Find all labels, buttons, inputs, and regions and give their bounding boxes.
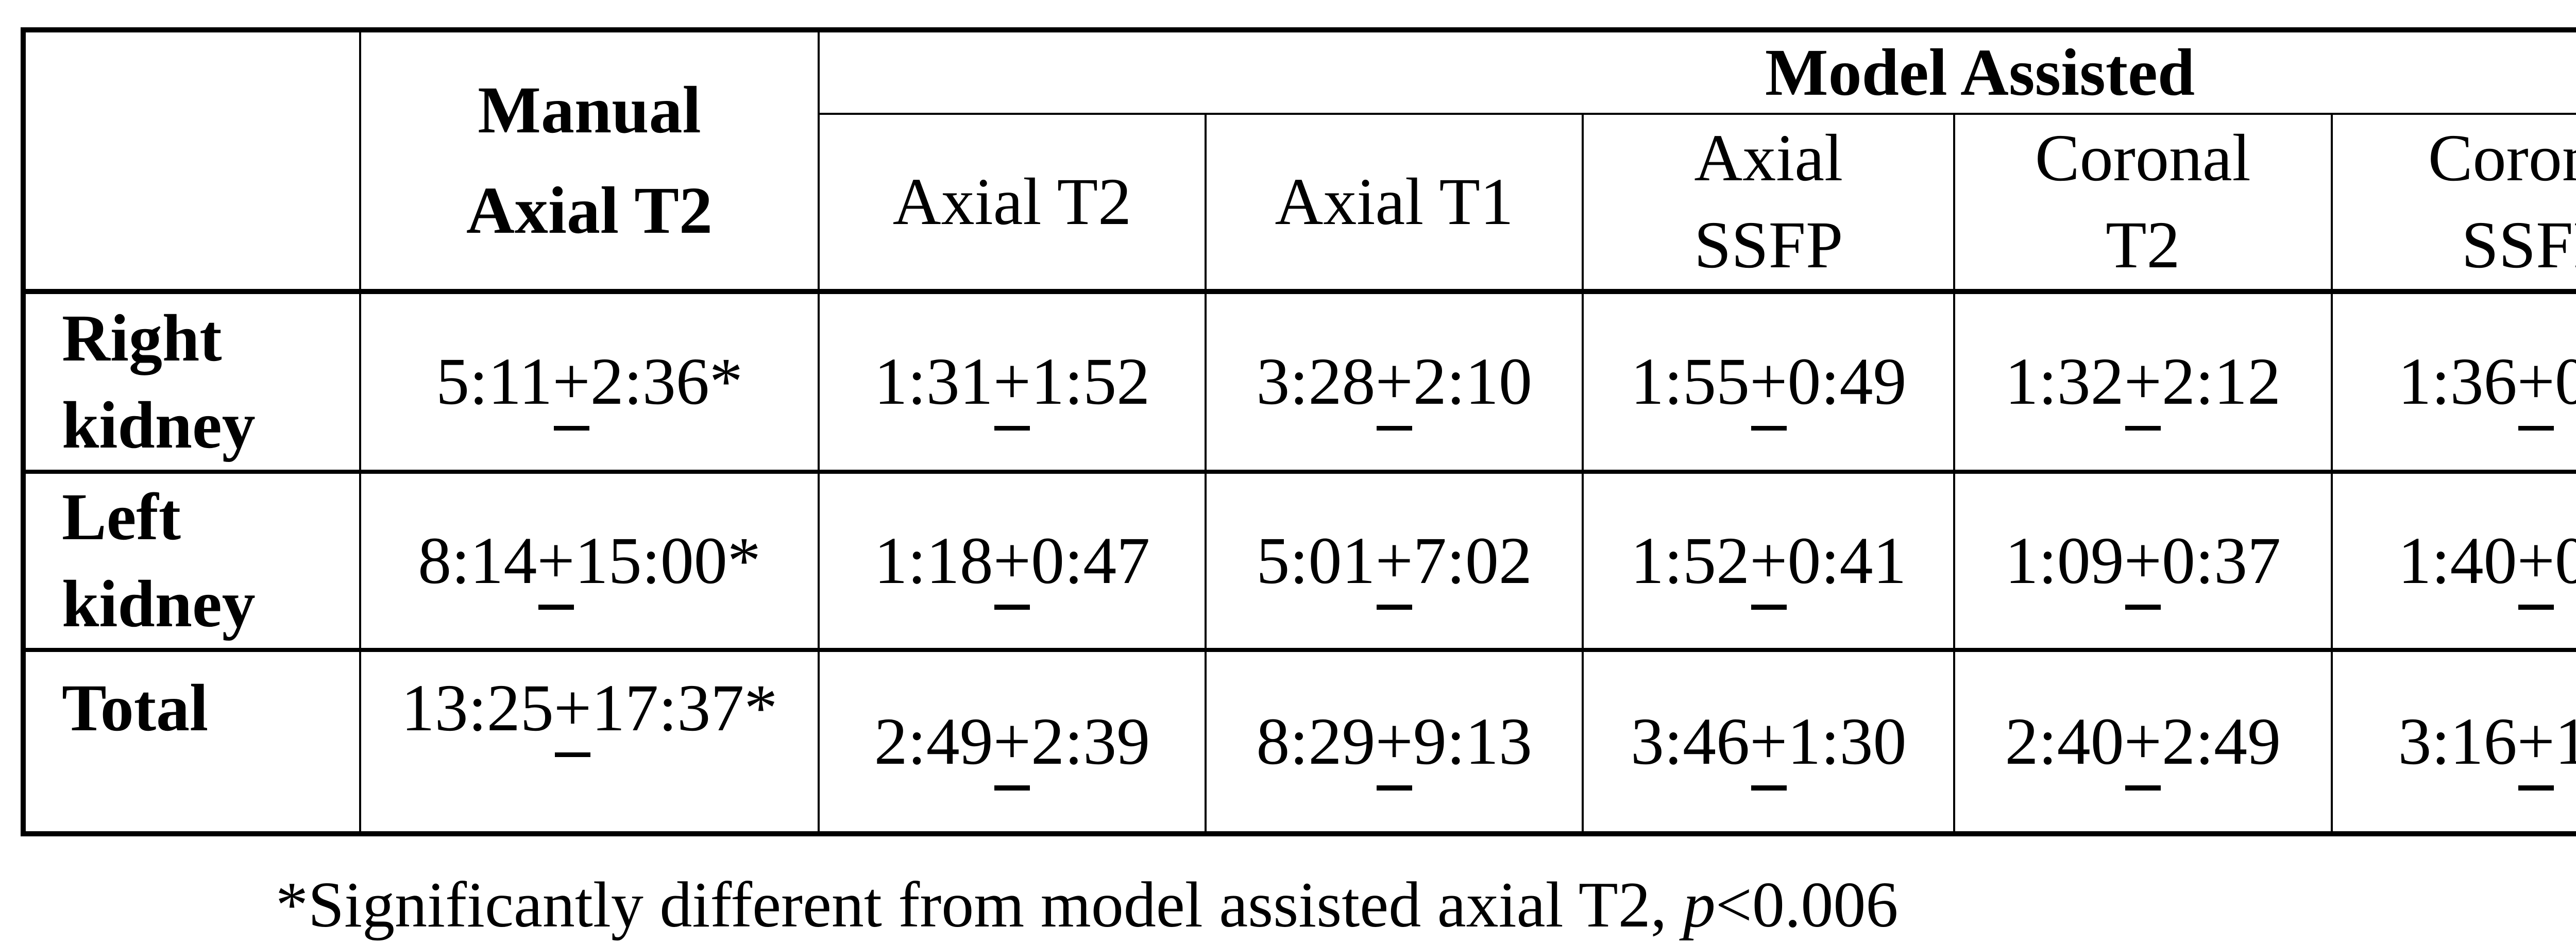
value-left-axial-ssfp: 1:52+0:41 — [1582, 470, 1955, 651]
value-left-coronal-t2: 1:09+0:37 — [1953, 470, 2333, 651]
plus-minus-symbol: + — [552, 338, 590, 431]
footnote-p-symbol: p — [1683, 869, 1716, 941]
plus-minus-symbol: + — [993, 518, 1031, 610]
value-right-axial-ssfp: 1:55+0:49 — [1582, 289, 1955, 473]
subheader-coronal-t2: Coronal T2 — [1953, 113, 2333, 294]
footnote-text: *Significantly different from model assi… — [276, 869, 1683, 941]
plus-minus-symbol: + — [554, 665, 591, 758]
plus-minus-symbol: + — [2517, 518, 2555, 610]
subheader-axial-t2: Axial T2 — [818, 113, 1207, 294]
plus-minus-symbol: + — [1375, 698, 1413, 791]
corner-cell — [22, 29, 361, 294]
segmentation-time-table: Manual Axial T2 Model Assisted Axial T2 … — [21, 27, 2576, 836]
plus-minus-symbol: + — [993, 698, 1031, 791]
value-right-coronal-ssfp: 1:36+0:32 — [2330, 289, 2576, 473]
plus-minus-symbol: + — [2517, 338, 2555, 431]
value-total-coronal-ssfp: 3:16+1:12 — [2330, 648, 2576, 835]
value-total-axial-ssfp: 3:46+1:30 — [1582, 648, 1955, 835]
subheader-axial-ssfp: Axial SSFP — [1582, 113, 1955, 294]
row-label-right-kidney: Right kidney — [22, 289, 361, 473]
plus-minus-symbol: + — [2124, 338, 2162, 431]
model-assisted-group-header: Model Assisted — [818, 29, 2576, 115]
plus-minus-symbol: + — [1375, 338, 1413, 431]
value-total-axial-t2: 2:49+2:39 — [818, 648, 1207, 835]
footnote-p-value: <0.006 — [1715, 869, 1899, 941]
subheader-coronal-ssfp: Coronal SSFP — [2330, 113, 2576, 294]
value-left-axial-t1: 5:01+7:02 — [1204, 470, 1584, 651]
significance-footnote: *Significantly different from model assi… — [276, 866, 1898, 944]
value-left-coronal-ssfp: 1:40+0:40 — [2330, 470, 2576, 651]
value-right-coronal-t2: 1:32+2:12 — [1953, 289, 2333, 473]
value-left-axial-t2: 1:18+0:47 — [818, 470, 1207, 651]
plus-minus-symbol: + — [1750, 518, 1787, 610]
plus-minus-symbol: + — [1750, 338, 1787, 431]
subheader-axial-t1: Axial T1 — [1204, 113, 1584, 294]
row-label-left-kidney: Left kidney — [22, 470, 361, 651]
plus-minus-symbol: + — [2124, 518, 2162, 610]
value-right-axial-t2: 1:31+1:52 — [818, 289, 1207, 473]
value-total-manual-axial-t2: 13:25+17:37* — [359, 648, 820, 835]
value-right-manual-axial-t2: 5:11+2:36* — [359, 289, 820, 473]
value-right-axial-t1: 3:28+2:10 — [1204, 289, 1584, 473]
manual-axial-t2-header: Manual Axial T2 — [359, 29, 820, 294]
row-label-total: Total — [22, 648, 361, 835]
table-row-right-kidney: Right kidney 5:11+2:36* 1:31+1:52 3:28+2… — [22, 289, 2576, 473]
plus-minus-symbol: + — [1375, 518, 1413, 610]
plus-minus-symbol: + — [993, 338, 1031, 431]
plus-minus-symbol: + — [2517, 698, 2555, 791]
table-row-left-kidney: Left kidney 8:14+15:00* 1:18+0:47 5:01+7… — [22, 470, 2576, 651]
plus-minus-symbol: + — [2124, 698, 2162, 791]
value-total-coronal-t2: 2:40+2:49 — [1953, 648, 2333, 835]
plus-minus-symbol: + — [537, 518, 575, 610]
table-row-total: Total 13:25+17:37* 2:49+2:39 8:29+9:13 3… — [22, 648, 2576, 835]
value-total-axial-t1: 8:29+9:13 — [1204, 648, 1584, 835]
plus-minus-symbol: + — [1750, 698, 1787, 791]
value-left-manual-axial-t2: 8:14+15:00* — [359, 470, 820, 651]
